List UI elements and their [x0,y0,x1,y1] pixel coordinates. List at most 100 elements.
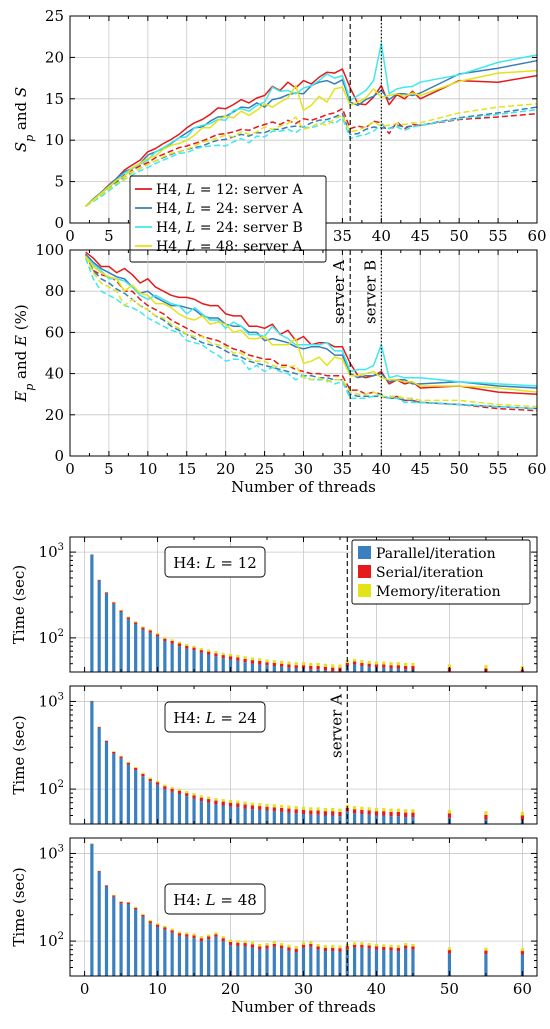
bar-serial [323,666,327,671]
series-line-3 [85,59,538,207]
bar-memory [301,662,306,666]
bar-memory [309,941,313,944]
bar-memory [141,772,145,774]
bar-serial [141,773,145,777]
bar-memory [207,649,211,652]
x-tick-label: 60 [513,980,532,998]
bar-serial [185,645,189,649]
bar-parallel [301,947,306,976]
text-segment: = 48 [216,891,257,909]
bar-serial [382,811,386,816]
y-tick-label: 20 [45,406,64,424]
y-tick-label: 15 [45,90,64,108]
bar-parallel [148,781,152,824]
bar-serial [221,655,225,659]
y-tick-label: 103 [39,843,64,862]
bar-memory [280,943,284,946]
bar-memory [177,641,182,644]
legend-swatch-2 [358,565,371,578]
tick-base: 10 [39,780,58,798]
bar-memory [272,660,276,663]
bar-parallel [323,815,327,824]
y-axis-label: Time (sec) [10,867,28,946]
bar-serial [258,660,262,665]
bar-parallel [170,791,174,824]
bar-parallel [250,809,255,824]
bar-memory [272,804,276,808]
bar-serial [185,934,189,937]
bar-serial [382,946,386,951]
x-tick-label: 30 [294,460,313,478]
bar-serial [316,665,320,670]
bar-serial [185,793,189,797]
bar-parallel [119,758,123,824]
bar-serial [520,951,525,955]
bar-memory [155,632,160,635]
x-tick-label: 60 [527,227,546,245]
bar-serial [265,662,269,666]
bar-parallel [236,945,240,976]
bar-serial [155,782,160,785]
bar-memory [374,661,379,665]
bar-serial [148,778,152,782]
bar-memory [389,662,393,666]
bar-memory [148,629,152,631]
bar-parallel [221,658,225,672]
bar-serial [360,944,364,948]
series-line-8 [84,255,538,408]
x-tick-label: 60 [527,460,546,478]
bar-parallel [396,816,400,824]
bar-serial [119,901,123,904]
bar-serial [170,930,174,933]
bar-serial [104,740,109,742]
bar-serial [192,647,196,651]
series-line-2 [84,253,538,412]
x-tick-label: 20 [221,980,240,998]
bar-parallel [265,810,269,824]
bar-parallel [258,809,262,824]
bar-memory [170,786,174,789]
bar-memory [250,657,255,661]
x-tick-label: 10 [138,460,157,478]
bar-memory [185,643,189,646]
bar-parallel [272,946,276,976]
bar-memory [360,660,364,663]
text-segment: H4, [156,182,186,198]
bar-serial [367,810,371,815]
bar-memory [170,639,174,641]
bar-serial [250,660,255,664]
legend-label-3: Memory/iteration [376,584,501,600]
tick-base: 10 [39,543,58,561]
bar-parallel [90,701,94,824]
bar-serial [352,944,357,948]
bar-serial [367,663,371,667]
bar-serial [272,807,276,812]
bar-parallel [360,814,364,824]
bar-serial [294,665,298,669]
bar-serial [214,653,218,657]
bar-serial [104,592,109,594]
bar-parallel [309,814,313,824]
bar-memory [199,936,203,939]
bar-memory [141,913,145,915]
legend-box [351,539,531,605]
bar-serial [155,634,160,637]
bar-serial [170,640,174,644]
bar-serial [411,946,415,950]
text-segment: L [205,709,216,727]
bar-serial [396,665,400,669]
bar-serial [338,948,342,952]
bar-parallel [148,632,152,672]
bar-serial [323,947,327,952]
bar-serial [316,946,320,950]
bar-serial [112,751,116,754]
bar-parallel [126,619,130,672]
bar-serial [316,810,320,815]
y-tick-label: 102 [39,931,64,950]
bar-memory [134,621,138,623]
bar-serial [280,945,284,949]
bar-serial [374,946,379,950]
bar-serial [177,643,182,647]
bar-memory [265,659,269,663]
